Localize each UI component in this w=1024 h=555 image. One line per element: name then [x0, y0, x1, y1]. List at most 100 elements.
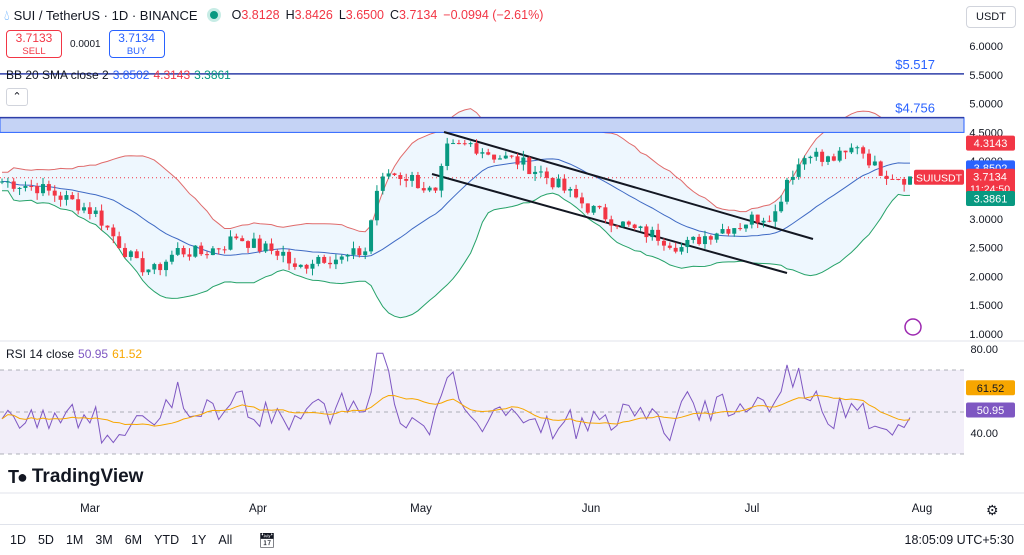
sell-label: SELL [22, 46, 46, 57]
symbol-title[interactable]: SUI / TetherUS · 1D · BINANCE [13, 7, 198, 23]
candles-layer [0, 137, 912, 277]
buy-price: 3.7134 [118, 31, 155, 45]
timeframe-all[interactable]: All [218, 533, 233, 547]
buy-button[interactable]: 3.7134 BUY [108, 30, 165, 58]
candle-body [175, 248, 180, 255]
candle-body [615, 225, 620, 227]
candle-body [339, 256, 344, 260]
candle-body [181, 248, 186, 255]
candle-body [216, 248, 221, 250]
timeframe-6m[interactable]: 6M [124, 533, 143, 547]
candle-body [322, 256, 327, 263]
candle-body [456, 143, 461, 145]
bb-upper-value: 4.3143 [153, 68, 191, 82]
timeframe-5d[interactable]: 5D [37, 533, 54, 547]
candle-body [433, 187, 438, 191]
candle-body [896, 178, 901, 180]
timeframe-1y[interactable]: 1Y [191, 533, 207, 547]
candle-body [445, 143, 450, 166]
time-axis-tick: Apr [249, 503, 267, 515]
candle-body [890, 178, 895, 180]
candle-body [76, 199, 81, 211]
candle-body [761, 220, 766, 223]
candle-body [779, 201, 784, 212]
candle-body [702, 236, 707, 245]
candle-body [263, 243, 268, 252]
candle-body [773, 211, 778, 222]
candle-body [515, 156, 520, 165]
candle-body [363, 251, 368, 256]
candle-body [386, 173, 391, 177]
candle-body [790, 176, 795, 180]
calendar-range-icon[interactable]: 📅︎ [258, 531, 277, 548]
candle-body [866, 153, 871, 166]
candle-body [158, 264, 163, 271]
sell-button[interactable]: 3.7133 SELL [6, 30, 62, 58]
candle-body [667, 245, 672, 248]
candle-body [486, 152, 491, 155]
candle-body [872, 161, 877, 166]
candle-body [685, 239, 690, 248]
close-label: C [390, 8, 400, 22]
candle-body [404, 178, 409, 181]
candle-body [93, 210, 98, 214]
bb-indicator-legend[interactable]: BB 20 SMA close 2 3.8502 4.3143 3.3861 [6, 68, 231, 82]
settings-gear-icon[interactable]: ⚙ [986, 502, 999, 518]
candle-body [609, 219, 614, 226]
resistance-zone [0, 117, 965, 133]
candle-body [275, 250, 280, 256]
tradingview-watermark: T● TradingView [8, 466, 143, 488]
candle-body [369, 220, 374, 252]
trade-panel: 3.7133 SELL 0.0001 3.7134 BUY [6, 30, 165, 58]
price-levels-layer: $5.517 $4.756 [0, 57, 965, 179]
price-tags-layer: 4.31433.8502SUIUSDT3.713411:24:503.38616… [904, 135, 1015, 418]
candle-body [673, 247, 678, 252]
rsi-value: 50.95 [78, 347, 109, 361]
rsi-indicator-legend[interactable]: RSI 14 close 50.95 61.52 [6, 347, 142, 361]
timeframe-3m[interactable]: 3M [95, 533, 113, 547]
candle-body [527, 157, 532, 175]
candle-body [199, 245, 204, 255]
market-status-dot [209, 11, 218, 19]
price-axis-tick: 1.5000 [969, 300, 1003, 312]
currency-button[interactable]: USDT [966, 6, 1016, 28]
candle-body [743, 224, 748, 229]
candle-body [357, 248, 362, 256]
clock-readout[interactable]: 18:05:09 UTC+5:30 [904, 533, 1014, 547]
candle-body [650, 229, 655, 238]
candle-body [855, 147, 860, 149]
price-axis-tick: 2.5000 [969, 243, 1003, 255]
close-value: 3.7134 [399, 8, 438, 22]
candle-body [41, 184, 46, 194]
candle-body [17, 187, 22, 189]
bb-lower-line [2, 190, 911, 319]
timeframe-1d[interactable]: 1D [10, 533, 26, 547]
candle-body [269, 243, 274, 251]
bottom-toolbar: 1D 5D 1M 3M 6M YTD 1Y All 📅︎ 18:05:09 UT… [0, 524, 1024, 555]
candle-body [521, 157, 526, 165]
candle-body [205, 254, 210, 256]
symbol-tag: SUIUSDT [916, 173, 963, 185]
price-axis-tick: 1.0000 [969, 329, 1003, 341]
timeframe-ytd[interactable]: YTD [154, 533, 180, 547]
candle-body [503, 155, 508, 159]
candle-body [732, 228, 737, 234]
low-label: L [338, 8, 346, 22]
collapse-legend-button[interactable]: ⌃ [6, 88, 28, 106]
candle-body [193, 245, 198, 257]
candle-body [843, 150, 848, 153]
candle-body [749, 214, 754, 225]
timeframe-1m[interactable]: 1M [65, 533, 84, 547]
open-label: O [231, 8, 242, 22]
candle-body [345, 254, 350, 257]
sell-price: 3.7133 [15, 31, 53, 45]
rsi-line [1, 352, 911, 445]
rsi-ma-tag: 61.52 [977, 383, 1005, 395]
candle-body [533, 171, 538, 175]
candle-body [128, 251, 133, 257]
open-value: 3.8128 [241, 8, 280, 22]
candle-body [222, 249, 227, 251]
change-value: −0.0994 (−2.61%) [443, 8, 544, 22]
candle-body [691, 236, 696, 240]
